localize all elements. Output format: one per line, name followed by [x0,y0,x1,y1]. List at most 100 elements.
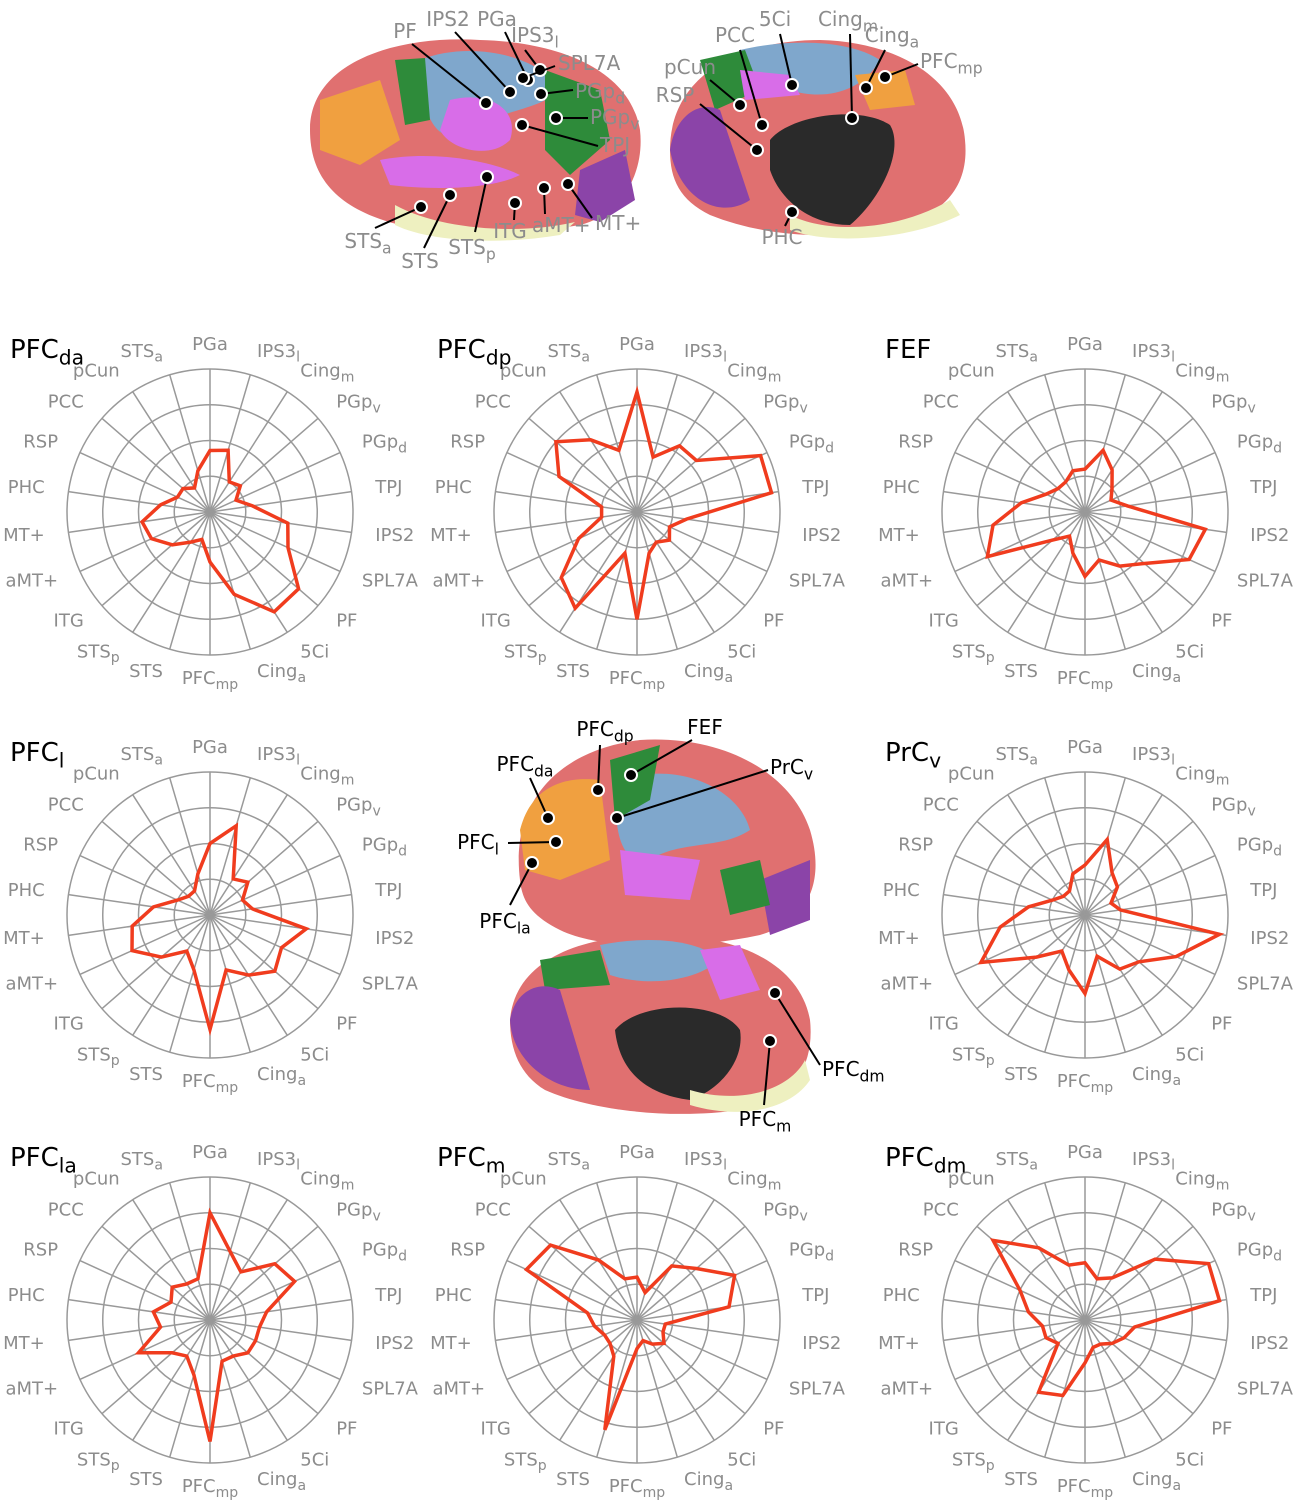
axis-label-base: ITG [929,610,959,631]
axis-label: 5Ci [300,1044,329,1065]
spoke [559,391,638,513]
brain-label-sub: l [555,33,559,51]
axis-label: Cinga [257,661,306,686]
spoke [636,511,779,534]
axis-label: 5Ci [727,641,756,662]
axis-label: ITG [54,1013,84,1034]
axis-label: PGpd [789,432,834,457]
axis-label-sub: v [372,400,380,416]
spoke [943,490,1086,513]
brain-label: IPS3l [511,23,559,51]
axis-label: SPL7A [362,1378,419,1399]
axis-label: STS [1004,1469,1038,1490]
axis-label: IPS3l [1132,744,1175,769]
axis-label-sub: mp [643,677,666,693]
region-dot [878,70,892,84]
axis-label-base: SPL7A [362,570,419,591]
axis-label: PF [1211,1418,1232,1439]
axis-label: PFCmp [1057,1476,1113,1501]
axis-label-base: PGp [362,432,398,453]
brain-label-sub: a [910,33,920,51]
axis-label-base: SPL7A [789,570,846,591]
spoke [101,511,211,607]
spoke [209,511,252,650]
axis-label: STS [1004,661,1038,682]
brain-label-sub: la [517,919,531,937]
leader-line [374,206,422,229]
axis-label-base: ITG [481,1418,511,1439]
spoke [132,511,211,633]
axis-label-base: PFC [1057,668,1091,689]
axis-label: PCC [475,392,511,413]
brain-label-base: Cing [818,7,863,31]
axis-label: RSP [898,835,933,856]
axis-label-base: PGp [789,432,825,453]
axis-label: PFCmp [609,1476,665,1501]
axis-label: aMT+ [5,570,58,591]
region-dot [561,177,575,191]
axis-label-base: pCun [73,1169,120,1190]
axis-label: PCC [48,795,84,816]
axis-label-base: 5Ci [300,641,329,662]
spoke [636,511,679,650]
axis-label-base: Cing [684,1469,724,1490]
spoke [209,1319,288,1441]
axis-label: RSP [898,432,933,453]
axis-label-sub: a [1172,1073,1181,1089]
axis-label-sub: d [825,1248,834,1264]
radar-line [523,1243,737,1431]
axis-label-base: TPJ [801,477,829,498]
spoke [209,1319,319,1415]
axis-label: PF [1211,1013,1232,1034]
axis-label-sub: l [1171,350,1175,366]
axis-label-sub: mp [1091,1080,1114,1096]
axis-label-sub: mp [1091,1485,1114,1501]
region-dot [845,111,859,125]
axis-label: PGpd [362,1240,407,1265]
axis-label: IPS3l [257,1149,300,1174]
radar-line [553,385,774,620]
chart-title: PFCl [10,738,64,772]
radar-chart [66,368,354,656]
axis-label-base: aMT+ [880,973,933,994]
axis-label-base: IPS3 [1132,341,1171,362]
axis-label-base: aMT+ [5,1378,58,1399]
region-dot [785,205,799,219]
axis-label-base: 5Ci [1175,1044,1204,1065]
axis-label: ITG [54,610,84,631]
brain-label-base: PGp [575,79,615,103]
axis-label-base: PGp [362,835,398,856]
axis-label: PGpd [1237,432,1282,457]
axis-label-sub: m [768,369,782,385]
leader-line [699,103,758,151]
axis-label-base: pCun [73,764,120,785]
axis-label-base: PF [1211,610,1232,631]
spoke [209,490,352,513]
brain-label: FEF [687,715,723,739]
axis-label: Cinga [257,1064,306,1089]
axis-label-sub: p [986,1053,995,1069]
axis-label-base: PGa [192,1142,228,1163]
brain-label-base: PFC [920,49,958,73]
spoke [1084,511,1163,633]
spoke [595,511,638,650]
axis-label-sub: a [1029,1158,1038,1174]
region-dot [624,768,638,782]
axis-label: IPS3l [1132,1149,1175,1174]
axis-label: aMT+ [432,570,485,591]
axis-label: PF [1211,610,1232,631]
axis-label-base: PCC [923,392,959,413]
spoke [209,1319,252,1458]
axis-label: STSa [547,341,589,366]
spoke [528,511,638,607]
axis-label: PGpd [789,1240,834,1265]
spoke [68,893,211,916]
axis-label: aMT+ [880,570,933,591]
axis-label: PGa [619,1142,655,1163]
axis-label-sub: v [372,803,380,819]
spoke [1084,777,1127,916]
axis-label-sub: a [724,1478,733,1494]
brain-label: PF [393,19,417,43]
axis-label-base: PFC [1057,1071,1091,1092]
axis-label: TPJ [374,1285,402,1306]
